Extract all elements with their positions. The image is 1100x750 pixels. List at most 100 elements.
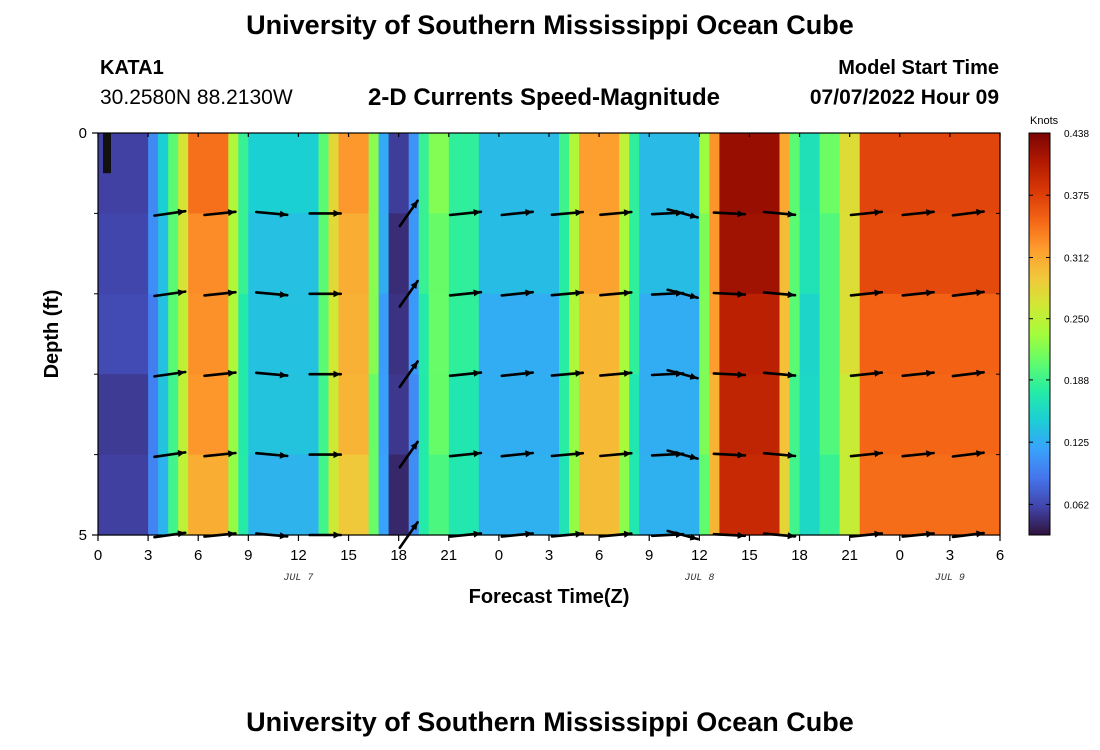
heatmap-cell	[478, 293, 560, 375]
current-arrow	[550, 209, 585, 217]
current-arrow	[550, 450, 585, 458]
current-arrow	[762, 210, 797, 218]
current-arrow	[448, 289, 483, 297]
colorbar-tick-label: 0.438	[1064, 129, 1089, 140]
page-title: University of Southern Mississippi Ocean…	[246, 10, 854, 40]
current-arrow	[203, 209, 237, 217]
heatmap-cell	[378, 293, 390, 375]
heatmap-cell	[238, 454, 249, 536]
heatmap-cell	[158, 293, 169, 375]
heatmap-cell	[799, 293, 821, 375]
heatmap-cell	[569, 213, 580, 295]
current-arrow	[500, 209, 535, 217]
current-arrow	[951, 450, 985, 458]
heatmap-cell	[478, 374, 560, 456]
heatmap-cell	[559, 133, 570, 214]
current-arrow	[500, 289, 535, 297]
heatmap-cell	[228, 133, 239, 214]
heatmap-cell	[779, 374, 791, 456]
heatmap-cell	[428, 293, 450, 375]
heatmap-cell	[448, 293, 480, 375]
current-arrow	[849, 450, 884, 458]
current-arrow	[308, 370, 343, 378]
colorbar-tick-label: 0.062	[1064, 500, 1089, 511]
colorbar-tick-label: 0.375	[1064, 191, 1089, 202]
current-arrow	[203, 369, 237, 378]
heatmap-cell	[98, 213, 149, 295]
x-tick-label: 18	[390, 547, 407, 564]
heatmap-cell	[579, 293, 620, 375]
heatmap-cell	[238, 374, 249, 456]
heatmap-cell	[318, 454, 330, 536]
heatmap-cell	[248, 213, 320, 295]
x-tick-label: 9	[244, 547, 252, 564]
x-tick-label: 6	[996, 547, 1004, 564]
heatmap-cell	[178, 293, 189, 375]
heatmap-cell	[799, 133, 821, 214]
x-tick-label: 18	[791, 547, 808, 564]
current-arrow	[153, 289, 187, 298]
heatmap-cell	[338, 454, 370, 536]
heatmap-cell	[579, 133, 620, 214]
heatmap-cell	[168, 374, 179, 456]
heatmap-cell	[168, 454, 179, 536]
heatmap-cell	[639, 293, 700, 375]
heatmap-cell	[719, 454, 781, 536]
heatmap-cell	[318, 133, 330, 214]
heatmap-cell	[408, 133, 420, 214]
current-arrow	[448, 209, 483, 217]
heatmap-cell	[819, 293, 841, 375]
x-tick-label: 15	[340, 547, 357, 564]
heatmap-cell	[819, 374, 841, 456]
heatmap-cell	[839, 213, 861, 295]
current-arrow	[398, 199, 419, 228]
heatmap-cell	[228, 293, 239, 375]
heatmap-cell	[819, 454, 841, 536]
heatmap-cell	[569, 293, 580, 375]
heatmap-cell	[378, 454, 390, 536]
heatmap-cell	[719, 213, 781, 295]
heatmap-cell	[639, 213, 700, 295]
heatmap-cell	[188, 293, 229, 375]
heatmap-cell	[789, 293, 801, 375]
heatmap-cell	[238, 133, 249, 214]
heatmap-cell	[789, 133, 801, 214]
heatmap-cell	[428, 213, 450, 295]
heatmap-cell	[168, 133, 179, 214]
heatmap-cell	[428, 374, 450, 456]
heatmap-cell	[98, 374, 149, 456]
current-arrow	[254, 210, 289, 218]
heatmap-cell	[148, 213, 159, 295]
current-arrow	[254, 371, 289, 379]
current-arrow	[254, 291, 289, 298]
heatmap-cell	[368, 133, 380, 214]
heatmap-cell	[103, 133, 111, 174]
y-axis-title: Depth (ft)	[41, 290, 63, 379]
current-arrow	[599, 289, 633, 297]
heatmap-cell	[328, 454, 340, 536]
heatmap-cell	[839, 133, 861, 214]
heatmap-cell	[418, 293, 430, 375]
heatmap-cell	[188, 454, 229, 536]
heatmap-cell	[158, 133, 169, 214]
heatmap-cell	[719, 293, 781, 375]
footer-title: University of Southern Mississippi Ocean…	[246, 707, 854, 737]
heatmap-cell	[408, 454, 420, 536]
heatmap-cell	[569, 454, 580, 536]
current-arrow	[398, 279, 419, 308]
current-arrow	[712, 210, 747, 218]
heatmap-cell	[178, 213, 189, 295]
heatmap-cell	[478, 454, 560, 536]
heatmap-cell	[338, 374, 370, 456]
current-arrow	[951, 369, 985, 378]
current-arrow	[599, 209, 633, 217]
current-arrow	[599, 450, 633, 458]
heatmap-cell	[719, 374, 781, 456]
colorbar-gradient	[1028, 132, 1051, 536]
heatmap-cell	[629, 293, 640, 375]
y-tick-label: 5	[79, 527, 87, 544]
heatmap-cell	[629, 213, 640, 295]
heatmap-cell	[408, 213, 420, 295]
current-arrow	[762, 451, 797, 459]
current-arrow	[398, 360, 419, 389]
